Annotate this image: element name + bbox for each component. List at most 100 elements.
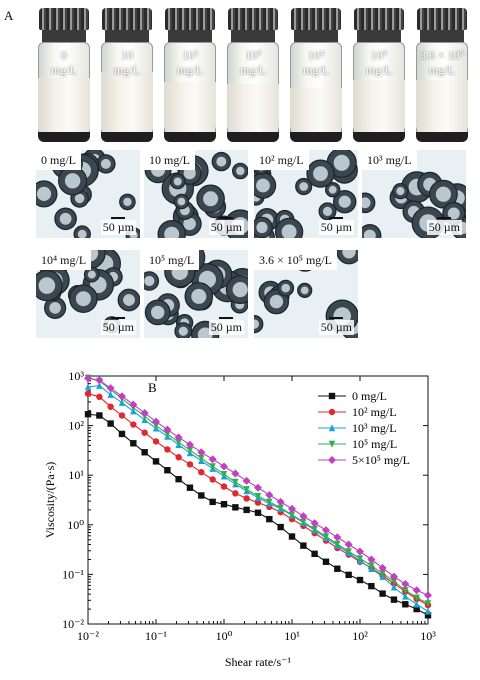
data-point (130, 440, 137, 447)
data-point (333, 533, 342, 542)
data-point (84, 410, 92, 418)
data-point (413, 605, 420, 613)
scale-bar: 50 µm (426, 217, 462, 235)
panel-a-letter: A (4, 8, 14, 23)
data-point (390, 596, 398, 603)
data-point (254, 499, 262, 506)
data-point (322, 533, 330, 541)
data-point (356, 555, 364, 563)
data-point (107, 420, 114, 427)
vial-label: 0 mg/L (51, 48, 77, 77)
data-point (311, 550, 318, 558)
x-tick-label: 10² (352, 629, 368, 643)
micrograph-label: 10⁵ mg/L (144, 250, 200, 270)
micrograph-label: 0 mg/L (36, 150, 81, 170)
data-point (379, 570, 386, 578)
y-tick-label: 10² (68, 419, 84, 433)
y-tick-label: 10⁻² (62, 617, 84, 631)
x-tick-label: 10⁻¹ (145, 629, 167, 643)
data-point (328, 408, 336, 416)
data-point (254, 509, 262, 516)
viscosity-chart: 10⁻² 10⁻¹ 10⁰ 10¹ 10² 10³ 10⁻² 10⁻¹ 10⁰ 10¹ 10² 10³… (43, 369, 436, 669)
data-point (164, 430, 171, 438)
scale-bar: 50 µm (318, 217, 354, 235)
series-diamond (84, 374, 432, 600)
data-point (209, 476, 216, 483)
data-point (328, 440, 336, 448)
vial-label: 10 mg/L (114, 48, 140, 77)
data-point (197, 448, 206, 457)
x-tick-label: 10¹ (284, 629, 300, 643)
data-point (328, 456, 336, 464)
data-point (368, 582, 375, 590)
legend: 0 mg/L 10² mg/L 10³ mg/L 10⁵ mg/L 5×10⁵ mg/L (318, 389, 410, 467)
data-point (118, 430, 126, 438)
y-tick-label: 10⁻¹ (62, 567, 84, 581)
vial-label: 3.6 × 10⁵ mg/L (420, 48, 464, 77)
data-point (186, 484, 194, 491)
data-point (266, 515, 273, 523)
vial: 10⁵ mg/L (351, 8, 407, 144)
micrograph-label: 10 mg/L (144, 150, 195, 170)
series-square (84, 410, 432, 619)
data-point (140, 408, 149, 417)
vial: 10³ mg/L (225, 8, 281, 144)
legend-label: 10³ mg/L (352, 421, 397, 435)
scale-bar: 50 µm (208, 217, 244, 235)
scale-bar: 50 µm (100, 317, 136, 335)
micrograph-label: 10³ mg/L (362, 150, 417, 170)
y-axis-label: Viscosity/(Pa·s) (43, 462, 57, 539)
data-point (334, 565, 341, 572)
vial: 3.6 × 10⁵ mg/L (414, 8, 470, 144)
data-point (186, 461, 194, 468)
data-point (378, 563, 387, 572)
data-point (232, 504, 239, 511)
x-tick-label: 10⁰ (216, 629, 233, 643)
vial-row: 0 mg/L 10 mg/L 10² mg/L 10³ mg/L 10⁴ mg/L 10⁵… (36, 8, 476, 144)
data-point (368, 562, 375, 570)
x-axis-label: Shear rate/s⁻¹ (225, 655, 292, 669)
data-point (299, 512, 308, 521)
data-point (163, 425, 172, 434)
data-point (277, 504, 284, 512)
data-point (208, 455, 217, 464)
data-point (389, 572, 398, 581)
data-point (254, 492, 262, 500)
data-point (390, 583, 398, 591)
vial-label: 10³ mg/L (240, 48, 266, 77)
data-point (288, 511, 296, 519)
y-tick-label: 10³ (68, 369, 84, 383)
scale-bar: 50 µm (100, 217, 136, 235)
data-point (141, 429, 148, 436)
data-point (379, 590, 386, 597)
data-point (152, 438, 160, 445)
vial: 0 mg/L (36, 8, 92, 144)
micrograph: 3.6 × 10⁵ mg/L 50 µm (254, 250, 358, 338)
data-point (328, 424, 336, 432)
data-point (107, 390, 114, 398)
data-point (424, 600, 432, 608)
legend-label: 10² mg/L (352, 405, 397, 419)
data-point (402, 592, 409, 600)
vial-label: 10⁵ mg/L (366, 48, 392, 77)
micrograph-label: 3.6 × 10⁵ mg/L (254, 250, 337, 270)
data-point (232, 490, 239, 497)
data-point (328, 392, 336, 400)
data-point (107, 403, 114, 410)
data-point (96, 393, 103, 401)
data-point (152, 458, 160, 465)
data-point (186, 446, 194, 454)
data-point (231, 469, 240, 478)
data-point (242, 476, 251, 485)
data-point (220, 501, 228, 508)
data-point (265, 490, 274, 499)
data-point (198, 492, 205, 499)
data-point (424, 612, 432, 619)
data-point (141, 449, 148, 456)
data-point (220, 462, 228, 471)
micrograph: 10² mg/L 50 µm (254, 150, 358, 238)
vial-label: 10² mg/L (177, 48, 203, 77)
data-point (322, 558, 330, 565)
vial-label: 10⁴ mg/L (303, 48, 329, 77)
data-point (344, 540, 353, 549)
